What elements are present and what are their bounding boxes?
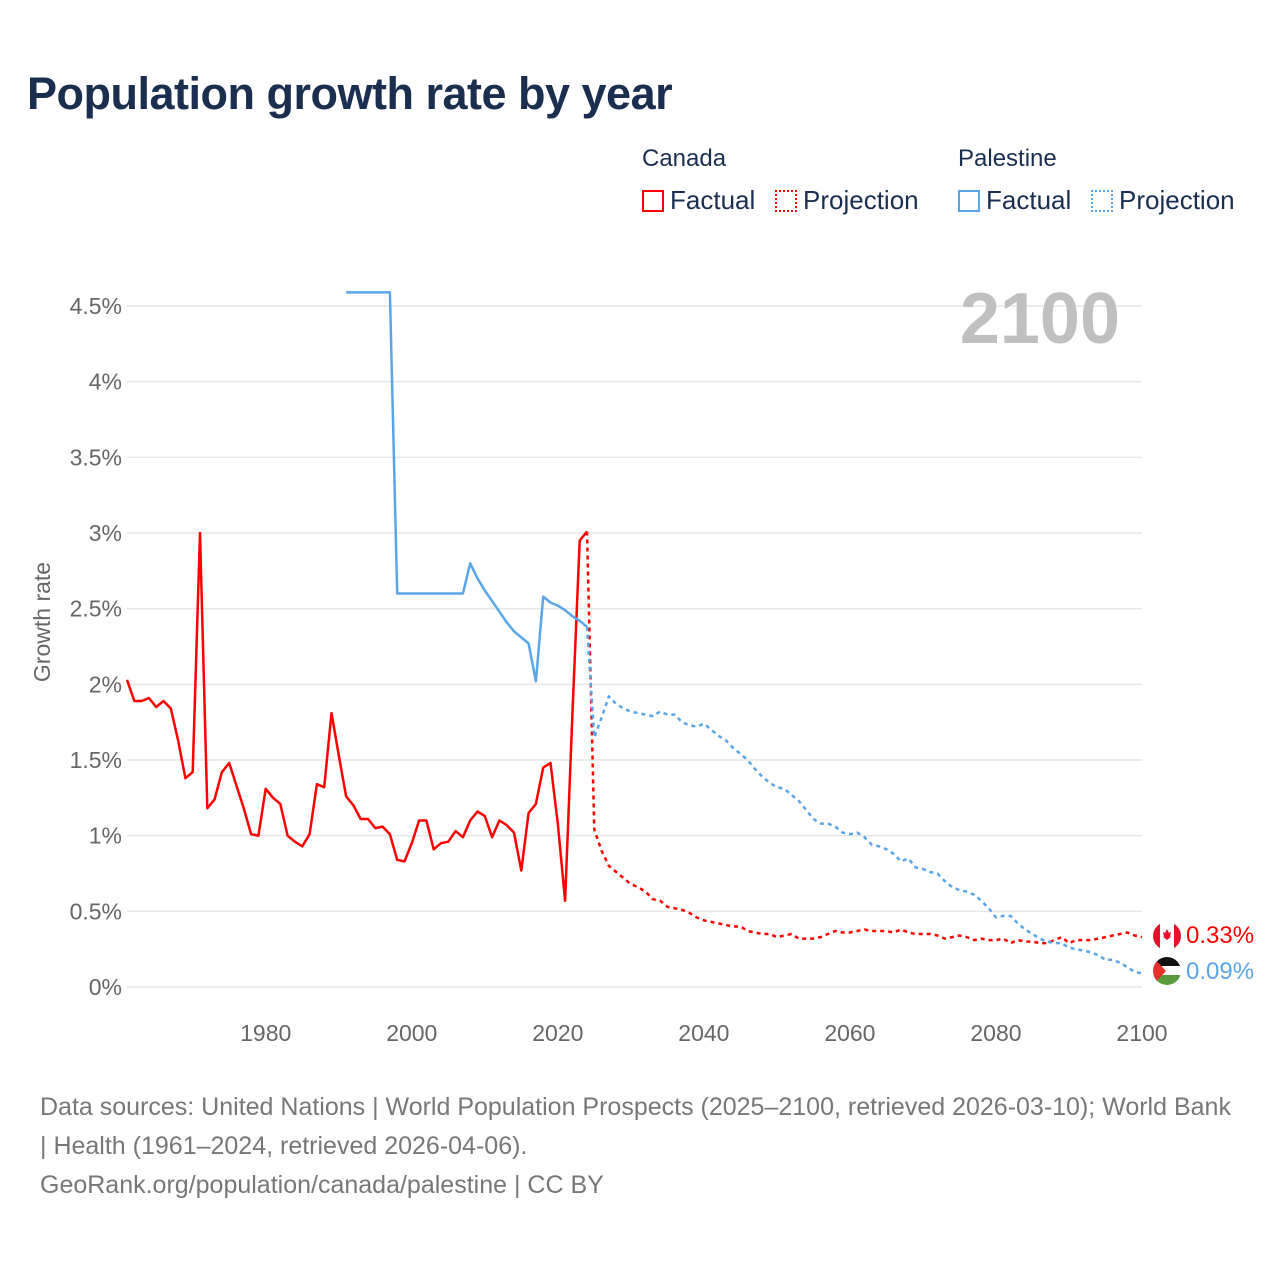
palestine-end-label: 0.09% [1186,958,1254,985]
canada-end-label: 0.33% [1186,922,1254,949]
y-tick-label: 3.5% [70,444,122,470]
legend-swatch-dotted-icon [1091,189,1113,212]
x-tick-label: 2020 [532,1020,583,1046]
x-tick-label: 1980 [240,1020,291,1046]
legend-label: Factual [670,185,756,215]
legend-canada-projection[interactable]: Projection [775,185,919,216]
legend-palestine-factual[interactable]: Factual [958,185,1071,216]
x-tick-label: 2060 [824,1020,875,1046]
palestine-factual-line [346,291,588,683]
canada-flag-icon [1153,922,1181,950]
y-tick-label: 4.5% [70,293,122,319]
y-tick-label: 1% [89,823,122,849]
y-tick-label: 4% [89,369,122,395]
footer: Data sources: United Nations | World Pop… [40,1088,1240,1205]
legend-canada-factual[interactable]: Factual [642,185,755,216]
y-tick-label: 2.5% [70,596,122,622]
canada-factual-line [125,530,588,902]
credit-link[interactable]: GeoRank.org/population/canada/palestine … [40,1171,604,1199]
x-tick-label: 2080 [970,1020,1021,1046]
legend-palestine-projection[interactable]: Projection [1091,185,1235,216]
x-tick-label: 2040 [678,1020,729,1046]
y-tick-label: 1.5% [70,747,122,773]
palestine-projection-line [585,626,1143,975]
legend-swatch-dotted-icon [775,189,797,212]
legend-swatch-solid-icon [642,189,664,212]
data-sources: Data sources: United Nations | World Pop… [40,1093,1231,1160]
legend-label: Projection [1119,185,1235,215]
y-tick-label: 0% [89,974,122,1000]
current-year-label: 2100 [960,279,1120,359]
legend-label: Projection [803,185,919,215]
legend-swatch-solid-icon [958,189,980,212]
y-tick-label: 3% [89,520,122,546]
chart-title: Population growth rate by year [27,68,673,119]
x-tick-label: 2100 [1116,1020,1167,1046]
y-tick-label: 0.5% [70,898,122,924]
legend-group-palestine: Palestine [958,145,1057,172]
legend-group-canada: Canada [642,145,727,172]
canada-projection-line [585,531,1143,945]
y-axis-label: Growth rate [29,562,55,682]
palestine-flag-icon [1153,957,1181,985]
y-tick-label: 2% [89,671,122,697]
x-tick-label: 2000 [386,1020,437,1046]
legend-label: Factual [986,185,1072,215]
